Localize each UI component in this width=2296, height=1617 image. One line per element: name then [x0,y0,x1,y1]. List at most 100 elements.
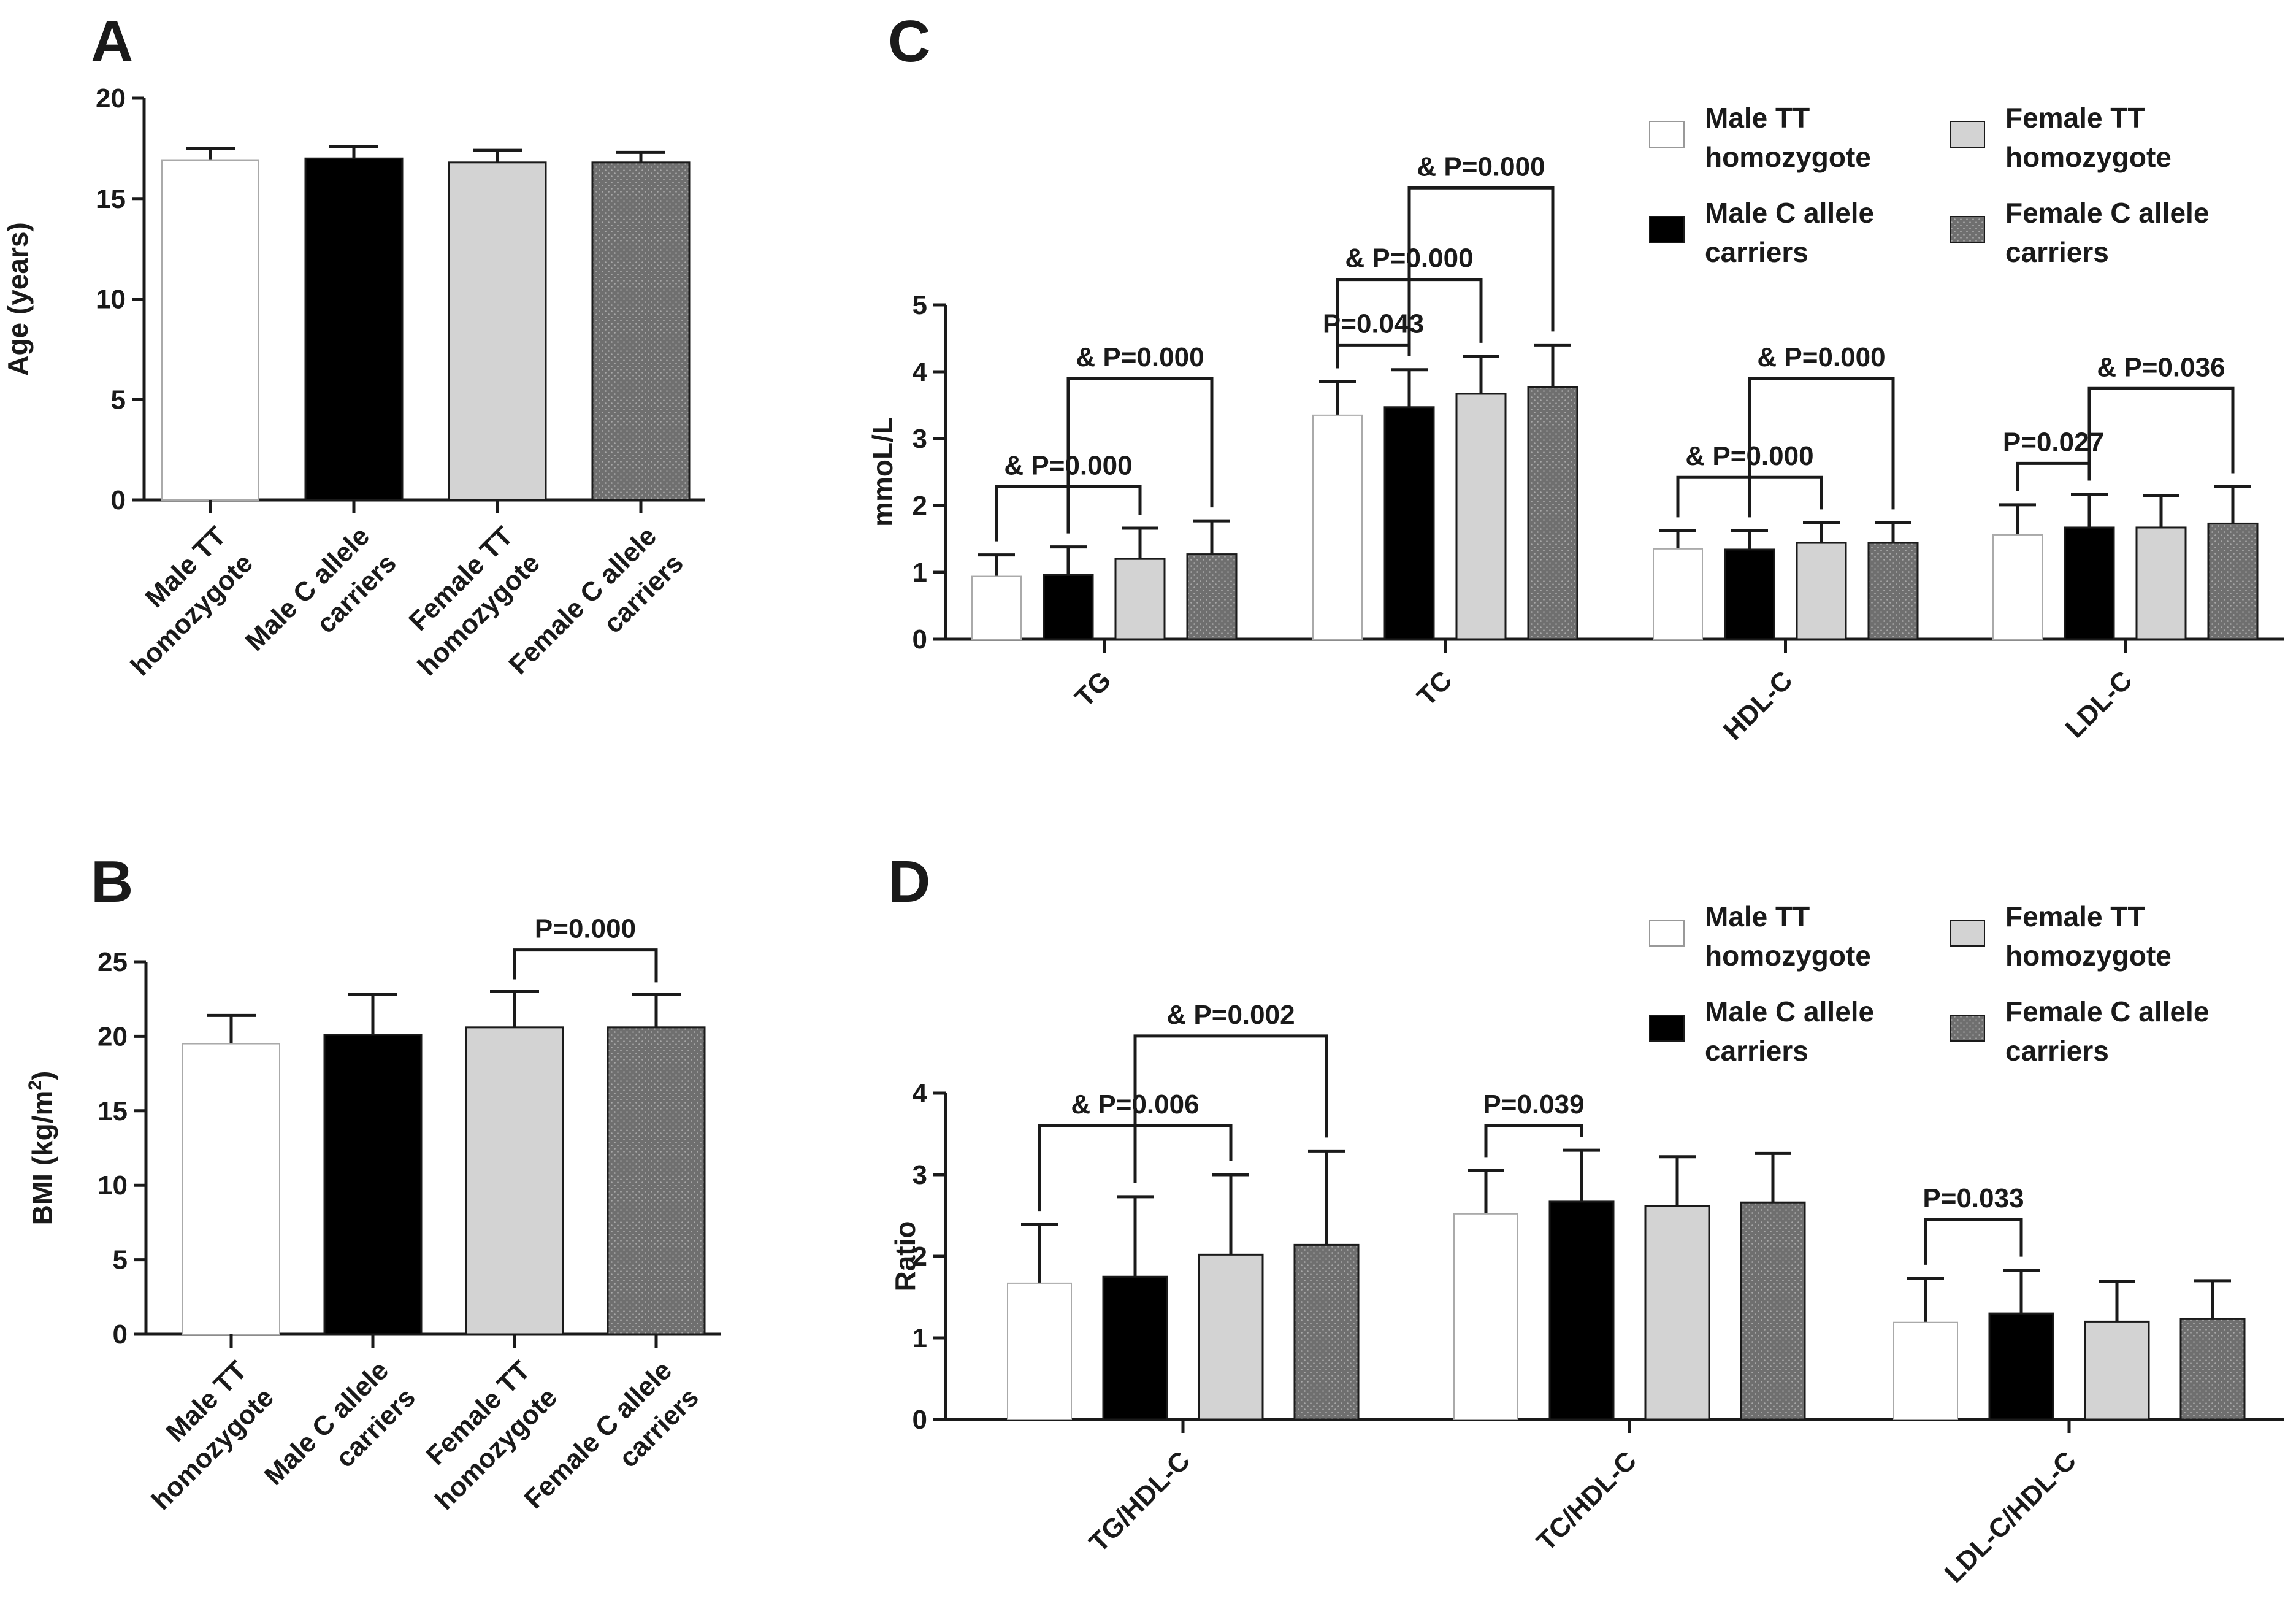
legend-label: Male C allele [1705,197,1874,229]
bar [591,161,691,501]
bar [1796,542,1847,640]
y-tick-label: 2 [913,1242,927,1272]
bar [1992,534,2043,640]
legend-swatch [1950,121,1985,148]
y-axis-label-end: ) [26,1071,58,1080]
bar [161,159,259,501]
panel-label-a: A [91,9,133,74]
significance-bracket [1924,1218,2023,1265]
significance-bracket [1336,343,1411,369]
significance-label: & P=0.000 [1757,342,1885,372]
y-tick-label: 0 [913,624,927,655]
bar [1527,386,1578,640]
legend-label: homozygote [1705,141,1871,173]
y-tick-label: 3 [913,1160,927,1190]
significance-label: P=0.000 [535,914,636,944]
bar [2084,1320,2150,1421]
legend-swatch [1649,216,1685,243]
significance-bracket [1748,377,1895,518]
significance-label: P=0.039 [1483,1089,1584,1120]
y-tick-label: 15 [96,184,126,214]
y-axis-label: Age (years) [2,222,34,376]
significance-label: P=0.027 [2003,427,2104,457]
bar [607,1026,706,1335]
significance-label: & P=0.000 [1076,342,1204,372]
legend-c: Male TT homozygote Female TT homozygote Male… [1649,102,2209,268]
legend-label: homozygote [1705,940,1871,972]
bar [465,1026,564,1335]
bar [304,157,404,501]
significance-label: & P=0.036 [2097,352,2225,382]
bar [2135,526,2187,640]
bar [1293,1243,1360,1421]
chart-panel-d: 0 1 2 3 4 TG/HDL-C TC/HDL-C LDL-C/HDL-C & P=0.00… [889,1000,2284,1589]
y-axis-label-sup: 2 [25,1080,45,1091]
legend-swatch [1649,920,1685,947]
panel-label-d: D [888,849,930,915]
bar [1102,1275,1168,1421]
bar [1114,558,1166,640]
legend-swatch [1950,216,1985,243]
panel-label-c: C [888,9,930,74]
y-tick-label: 5 [111,385,126,415]
significance-label: & P=0.002 [1166,1000,1295,1030]
bar [1988,1312,2054,1421]
x-tick-label: LDL-C [2060,665,2138,743]
significance-bracket [1066,377,1214,534]
bar [2207,522,2259,640]
legend-swatch [1950,920,1985,947]
significance-bracket [513,948,658,983]
bar [1453,1213,1518,1420]
bar [1043,574,1094,640]
legend-swatch [1950,1015,1985,1042]
legend-label: carriers [1705,236,1808,268]
legend-label: carriers [2005,1035,2109,1067]
bar [971,575,1022,640]
bar [323,1034,423,1335]
legend-label: carriers [1705,1035,1808,1067]
legend-label: Female C allele [2005,996,2209,1027]
y-tick-label: 4 [913,1078,928,1108]
y-tick-label: 0 [913,1405,927,1435]
x-tick-label: LDL-C/HDL-C [1939,1445,2082,1588]
y-tick-label: 5 [113,1245,128,1275]
bar [1455,393,1507,640]
bar [1740,1201,1806,1421]
y-tick-label: 4 [913,357,928,387]
bar [1383,406,1435,640]
x-tick-label: TG/HDL-C [1084,1445,1196,1557]
legend-label: Female TT [2005,102,2145,134]
legend-swatch [1649,1015,1685,1042]
bar [1893,1321,1958,1420]
legend-d: Male TT homozygote Female TT homozygote Male… [1649,901,2209,1067]
significance-bracket [1484,1124,1583,1158]
y-tick-label: 10 [96,285,126,315]
x-tick-label: HDL-C [1718,665,1798,745]
bar [2064,526,2115,640]
y-tick-label: 10 [98,1170,128,1200]
y-tick-label: 15 [98,1096,128,1126]
significance-bracket [1407,186,1555,356]
y-tick-label: 20 [96,83,126,113]
y-axis-label: mmoL/L [867,417,898,527]
legend-label: Female TT [2005,901,2145,932]
legend-label: homozygote [2005,940,2172,972]
y-axis-label-main: BMI (kg/m [26,1091,58,1226]
x-tick-label: TG [1070,665,1117,713]
legend-label: Female C allele [2005,197,2209,229]
bar [448,161,547,501]
significance-label: P=0.033 [1923,1183,2024,1213]
y-tick-label: 1 [913,558,927,588]
legend-label: carriers [2005,236,2109,268]
legend-label: Male TT [1705,901,1810,932]
x-tick-label: TC [1411,665,1458,712]
legend-swatch [1649,121,1685,148]
legend-label: Male C allele [1705,996,1874,1027]
